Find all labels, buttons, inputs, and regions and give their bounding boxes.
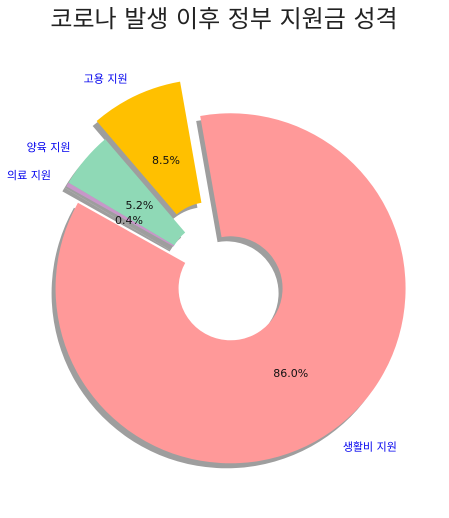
category-label-3: 고용 지원	[84, 73, 128, 86]
pie-slice-0	[55, 113, 406, 464]
pie-labels: 생활비 지원 86.0% 의료 지원 0.4% 양육 지원 5.2% 고용 지원 8.5%	[7, 73, 397, 454]
category-label-0: 생활비 지원	[343, 440, 397, 454]
value-label-1: 0.4%	[115, 214, 143, 227]
category-label-2: 양육 지원	[27, 141, 71, 154]
category-label-1: 의료 지원	[7, 169, 51, 182]
pie-slice-2	[68, 139, 186, 246]
value-label-0: 86.0%	[273, 367, 308, 380]
chart-title: 코로나 발생 이후 정부 지원금 성격	[50, 5, 397, 33]
pie-slice-3	[96, 81, 202, 215]
value-label-2: 5.2%	[125, 199, 153, 212]
slice-shadow-1	[62, 187, 171, 252]
pie-slice-1	[66, 182, 175, 247]
value-label-3: 8.5%	[152, 154, 180, 167]
pie-slices	[55, 81, 406, 464]
